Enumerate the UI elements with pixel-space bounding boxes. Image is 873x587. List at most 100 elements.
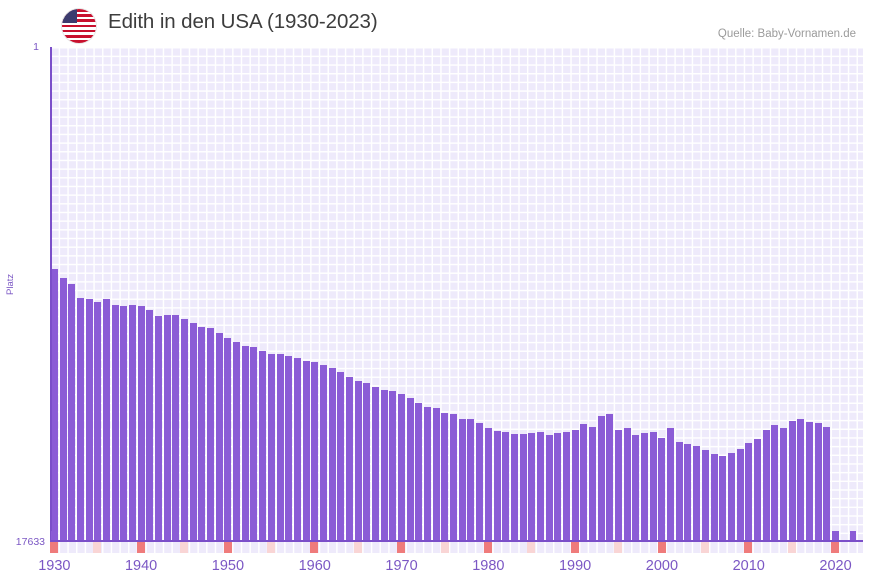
x-axis-comb-tick: [571, 531, 579, 540]
bar: [441, 412, 449, 541]
bar: [406, 397, 414, 541]
bar: [693, 446, 701, 541]
x-axis-comb-tick: [259, 531, 266, 540]
x-axis-comb-tick: [589, 531, 596, 540]
bar: [285, 356, 293, 541]
x-axis-comb-tick: [294, 531, 301, 540]
x-axis-decade-tick: [831, 542, 840, 553]
x-axis-comb-tick: [797, 531, 805, 540]
x-axis-decade-tick: [657, 542, 666, 553]
bar: [545, 434, 553, 541]
x-axis-comb-tick: [380, 531, 388, 540]
bar: [623, 428, 631, 541]
bar: [163, 315, 171, 541]
bar: [771, 424, 779, 541]
bar: [398, 394, 406, 541]
x-axis-decade-tick: [223, 542, 232, 553]
bar: [215, 333, 223, 541]
bar: [753, 438, 761, 541]
bar: [85, 299, 93, 541]
bar: [814, 423, 822, 541]
bar: [380, 390, 388, 541]
bar: [450, 414, 458, 541]
bar: [345, 376, 353, 541]
bar: [181, 318, 189, 541]
x-axis-comb-tick: [606, 531, 614, 540]
x-axis-comb-tick: [780, 531, 787, 540]
bar: [806, 422, 813, 541]
x-axis-comb-tick: [485, 531, 492, 540]
bar: [484, 428, 492, 541]
bar: [736, 448, 744, 541]
bar: [189, 323, 197, 541]
bar: [580, 423, 588, 541]
bar: [476, 422, 484, 541]
bar: [94, 301, 102, 541]
bar: [233, 342, 241, 541]
bar: [250, 347, 258, 541]
x-axis-decade-tick: [310, 542, 319, 553]
x-axis-decade-tick: [570, 542, 579, 553]
x-axis-minor-tick: [93, 542, 102, 553]
x-axis-tick-label: 2000: [645, 558, 679, 574]
bar: [667, 428, 675, 541]
bar: [727, 452, 735, 541]
bar: [328, 368, 336, 541]
x-axis-decade-tick: [397, 542, 406, 553]
x-axis-tick-label: 1950: [211, 558, 245, 574]
bar: [354, 380, 362, 541]
bar: [554, 432, 562, 541]
bar: [684, 444, 692, 541]
x-axis-minor-tick: [267, 542, 275, 553]
chart-header: Edith in den USA (1930-2023) Quelle: Bab…: [0, 0, 873, 46]
x-axis-tick-label: 1940: [124, 558, 158, 574]
chart-plot-area: [50, 47, 863, 541]
x-axis-comb-tick: [728, 531, 735, 540]
bar: [59, 278, 67, 541]
x-axis-comb-tick: [68, 531, 75, 540]
bar: [128, 304, 136, 541]
bar: [797, 419, 805, 541]
x-axis-tick-label: 1930: [38, 558, 71, 574]
x-axis-decade-tick: [136, 542, 145, 553]
bar: [207, 327, 215, 541]
x-axis-tick-label: 1980: [472, 558, 505, 574]
x-axis-comb-tick: [502, 531, 509, 540]
x-axis-minor-tick: [440, 542, 449, 553]
x-axis-comb-tick: [363, 531, 371, 540]
x-axis-comb-tick: [207, 531, 214, 540]
bar: [311, 362, 319, 541]
x-axis-comb-tick: [85, 531, 93, 540]
bar: [675, 441, 683, 541]
bar: [597, 416, 605, 541]
bar: [241, 345, 249, 541]
bar: [120, 306, 128, 541]
x-axis-minor-tick: [701, 542, 709, 553]
x-axis-comb-tick: [415, 531, 423, 540]
x-axis-comb-tick: [51, 531, 58, 540]
bar: [562, 431, 570, 541]
x-axis-comb-tick: [311, 531, 318, 540]
bar: [823, 426, 831, 541]
bar: [528, 433, 536, 541]
x-axis-minor-tick: [614, 542, 623, 553]
bar: [467, 418, 475, 541]
x-axis-minor-tick: [787, 542, 796, 553]
bar: [137, 305, 145, 541]
x-axis-comb-tick: [641, 531, 648, 540]
x-axis-comb-tick: [328, 531, 336, 540]
x-axis-comb-tick: [519, 531, 527, 540]
bar: [701, 449, 709, 541]
x-axis-comb-tick: [710, 531, 718, 540]
bar: [267, 354, 275, 541]
x-axis-comb-tick: [103, 531, 110, 540]
x-axis-comb-tick: [155, 531, 162, 540]
x-axis-minor-tick: [180, 542, 189, 553]
bar: [536, 431, 544, 541]
bar: [224, 338, 232, 541]
source-attribution: Quelle: Baby-Vornamen.de: [717, 28, 856, 40]
x-axis-line: [50, 540, 863, 542]
x-axis-minor-tick: [353, 542, 362, 553]
x-axis-comb-tick: [172, 531, 180, 540]
x-axis-comb-tick: [814, 531, 822, 540]
